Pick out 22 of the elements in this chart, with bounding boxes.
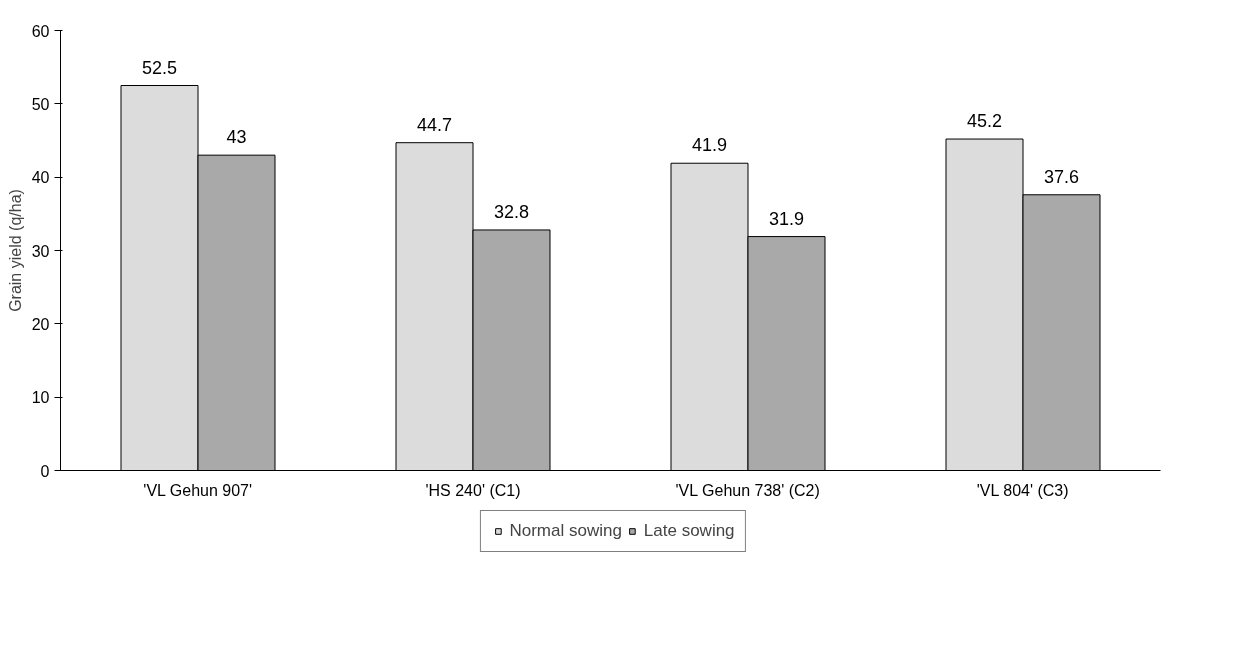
y-axis-title: Grain yield (q/ha) — [6, 189, 24, 312]
legend-label: Normal sowing — [509, 521, 622, 541]
x-tick-label: 'VL Gehun 907' — [143, 481, 253, 499]
legend-label: Late sowing — [643, 521, 735, 541]
y-tick-label: 40 — [31, 169, 50, 187]
y-tick-label: 0 — [40, 462, 50, 480]
data-label: 31.9 — [768, 208, 805, 229]
data-label: 43 — [226, 127, 247, 148]
x-tick-label: 'VL Gehun 738' (C2) — [675, 481, 820, 499]
y-tick-label: 10 — [31, 389, 50, 407]
data-label: 44.7 — [416, 114, 453, 135]
data-label: 41.9 — [691, 135, 728, 156]
data-label: 52.5 — [141, 57, 178, 78]
y-tick-label: 50 — [31, 95, 50, 113]
y-tick-label: 30 — [31, 242, 50, 260]
y-tick-label: 20 — [31, 315, 50, 333]
x-tick-label: 'VL 804' (C3) — [976, 481, 1069, 499]
x-tick-label: 'HS 240' (C1) — [425, 481, 521, 499]
data-label: 45.2 — [966, 111, 1003, 132]
data-label: 37.6 — [1043, 166, 1080, 187]
data-label: 32.8 — [493, 201, 530, 222]
y-tick-label: 60 — [31, 22, 50, 40]
